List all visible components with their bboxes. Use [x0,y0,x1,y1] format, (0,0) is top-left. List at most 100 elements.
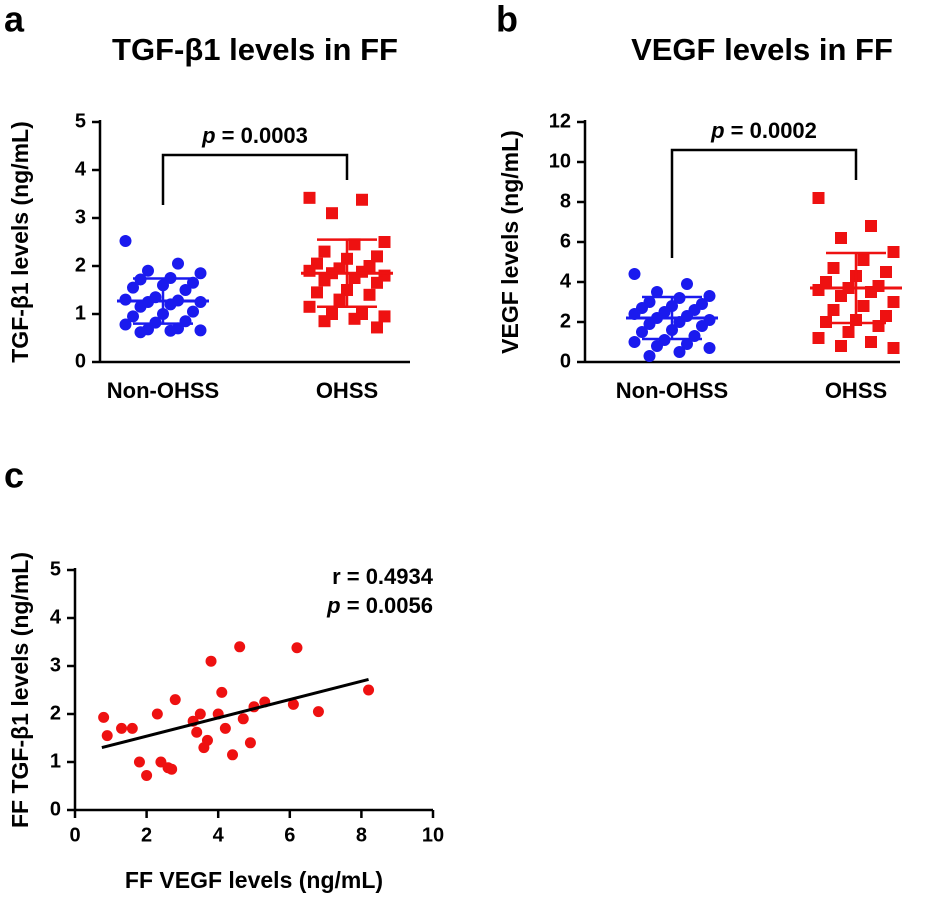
data-point [172,257,184,270]
p-value: p = 0.0002 [710,118,817,143]
data-point [887,296,900,308]
data-point [643,350,656,362]
data-point [326,207,338,220]
data-point [651,340,663,352]
data-point [291,642,303,654]
data-point [681,338,693,350]
y-tick-label: 5 [50,558,61,580]
data-point [127,310,139,323]
data-point [681,278,693,290]
data-point [363,288,376,301]
data-point [179,284,192,296]
data-point [865,220,877,232]
data-point [348,272,361,284]
y-tick-label: 5 [75,110,86,132]
data-point [127,281,139,294]
data-point [378,236,391,248]
data-point [348,312,361,325]
data-point [371,321,383,334]
data-point [835,340,847,352]
y-tick-label: 3 [50,654,61,676]
data-point [101,730,113,742]
y-axis-label: TGF-β1 levels (ng/mL) [7,121,33,363]
x-tick-label: 4 [213,824,225,846]
y-tick-label: 4 [50,606,62,628]
data-point [201,734,213,746]
x-tick-label: 0 [69,824,80,846]
data-point [116,722,128,734]
x-tick-label: 8 [356,824,367,846]
p-symbol: p [710,118,724,143]
x-tick-label: 6 [284,824,295,846]
data-point [827,304,840,316]
y-tick-label: 4 [560,270,572,292]
p-text: = 0.0002 [731,118,817,143]
data-point [880,266,892,278]
panel-label: a [4,0,25,40]
regression-line [101,677,369,750]
data-point [227,749,239,761]
data-point [628,336,641,348]
data-point [651,286,663,298]
p-symbol: p [201,123,215,148]
data-point [166,763,178,775]
data-point [194,708,206,720]
data-point [703,342,716,354]
x-tick-label: 10 [422,824,444,846]
y-tick-label: 0 [50,798,61,820]
data-point [194,324,207,337]
data-point [857,254,870,266]
data-point [164,324,177,337]
y-tick-label: 3 [75,206,86,228]
x-axis-label: FF VEGF levels (ng/mL) [125,867,383,893]
data-point [169,694,181,706]
significance-bracket [161,153,349,205]
x-tick-label: Non-OHSS [616,378,728,403]
data-point [244,737,256,749]
y-tick-label: 8 [560,190,571,212]
y-axis-label: VEGF levels (ng/mL) [497,130,523,354]
data-point [318,274,331,287]
data-point [835,290,847,302]
panel-label: c [4,455,24,496]
data-point [371,250,383,263]
data-point [628,268,641,280]
data-point [880,310,892,322]
p-text: = 0.0003 [222,123,308,148]
y-tick-label: 1 [75,302,86,324]
data-point [134,326,147,339]
data-point [194,267,207,280]
y-tick-label: 12 [549,110,571,132]
data-point [303,264,316,277]
data-point [703,290,716,302]
data-point [348,238,361,251]
x-tick-label: Non-OHSS [107,378,219,403]
data-point [356,193,368,206]
data-point [887,246,900,258]
y-tick-label: 0 [560,350,571,372]
data-point [205,655,217,667]
data-point [378,310,391,323]
data-point [318,315,331,328]
x-tick-label: OHSS [316,378,378,403]
data-point [133,756,145,768]
data-point [812,192,825,204]
data-point [98,711,110,723]
data-point [187,276,199,289]
chart-title: TGF-β1 levels in FF [112,32,398,67]
data-point [216,686,228,698]
y-tick-label: 0 [75,350,86,372]
p-text: = 0.0056 [347,593,433,618]
data-point [187,305,199,318]
chart-title: VEGF levels in FF [631,32,893,67]
data-point [219,722,231,734]
data-point [812,332,825,344]
y-tick-label: 1 [50,750,61,772]
r-value: r = 0.4934 [332,564,434,589]
data-point [119,235,132,248]
data-point [857,300,870,312]
data-point [696,320,708,332]
data-point [842,326,855,338]
y-tick-label: 2 [560,310,571,332]
